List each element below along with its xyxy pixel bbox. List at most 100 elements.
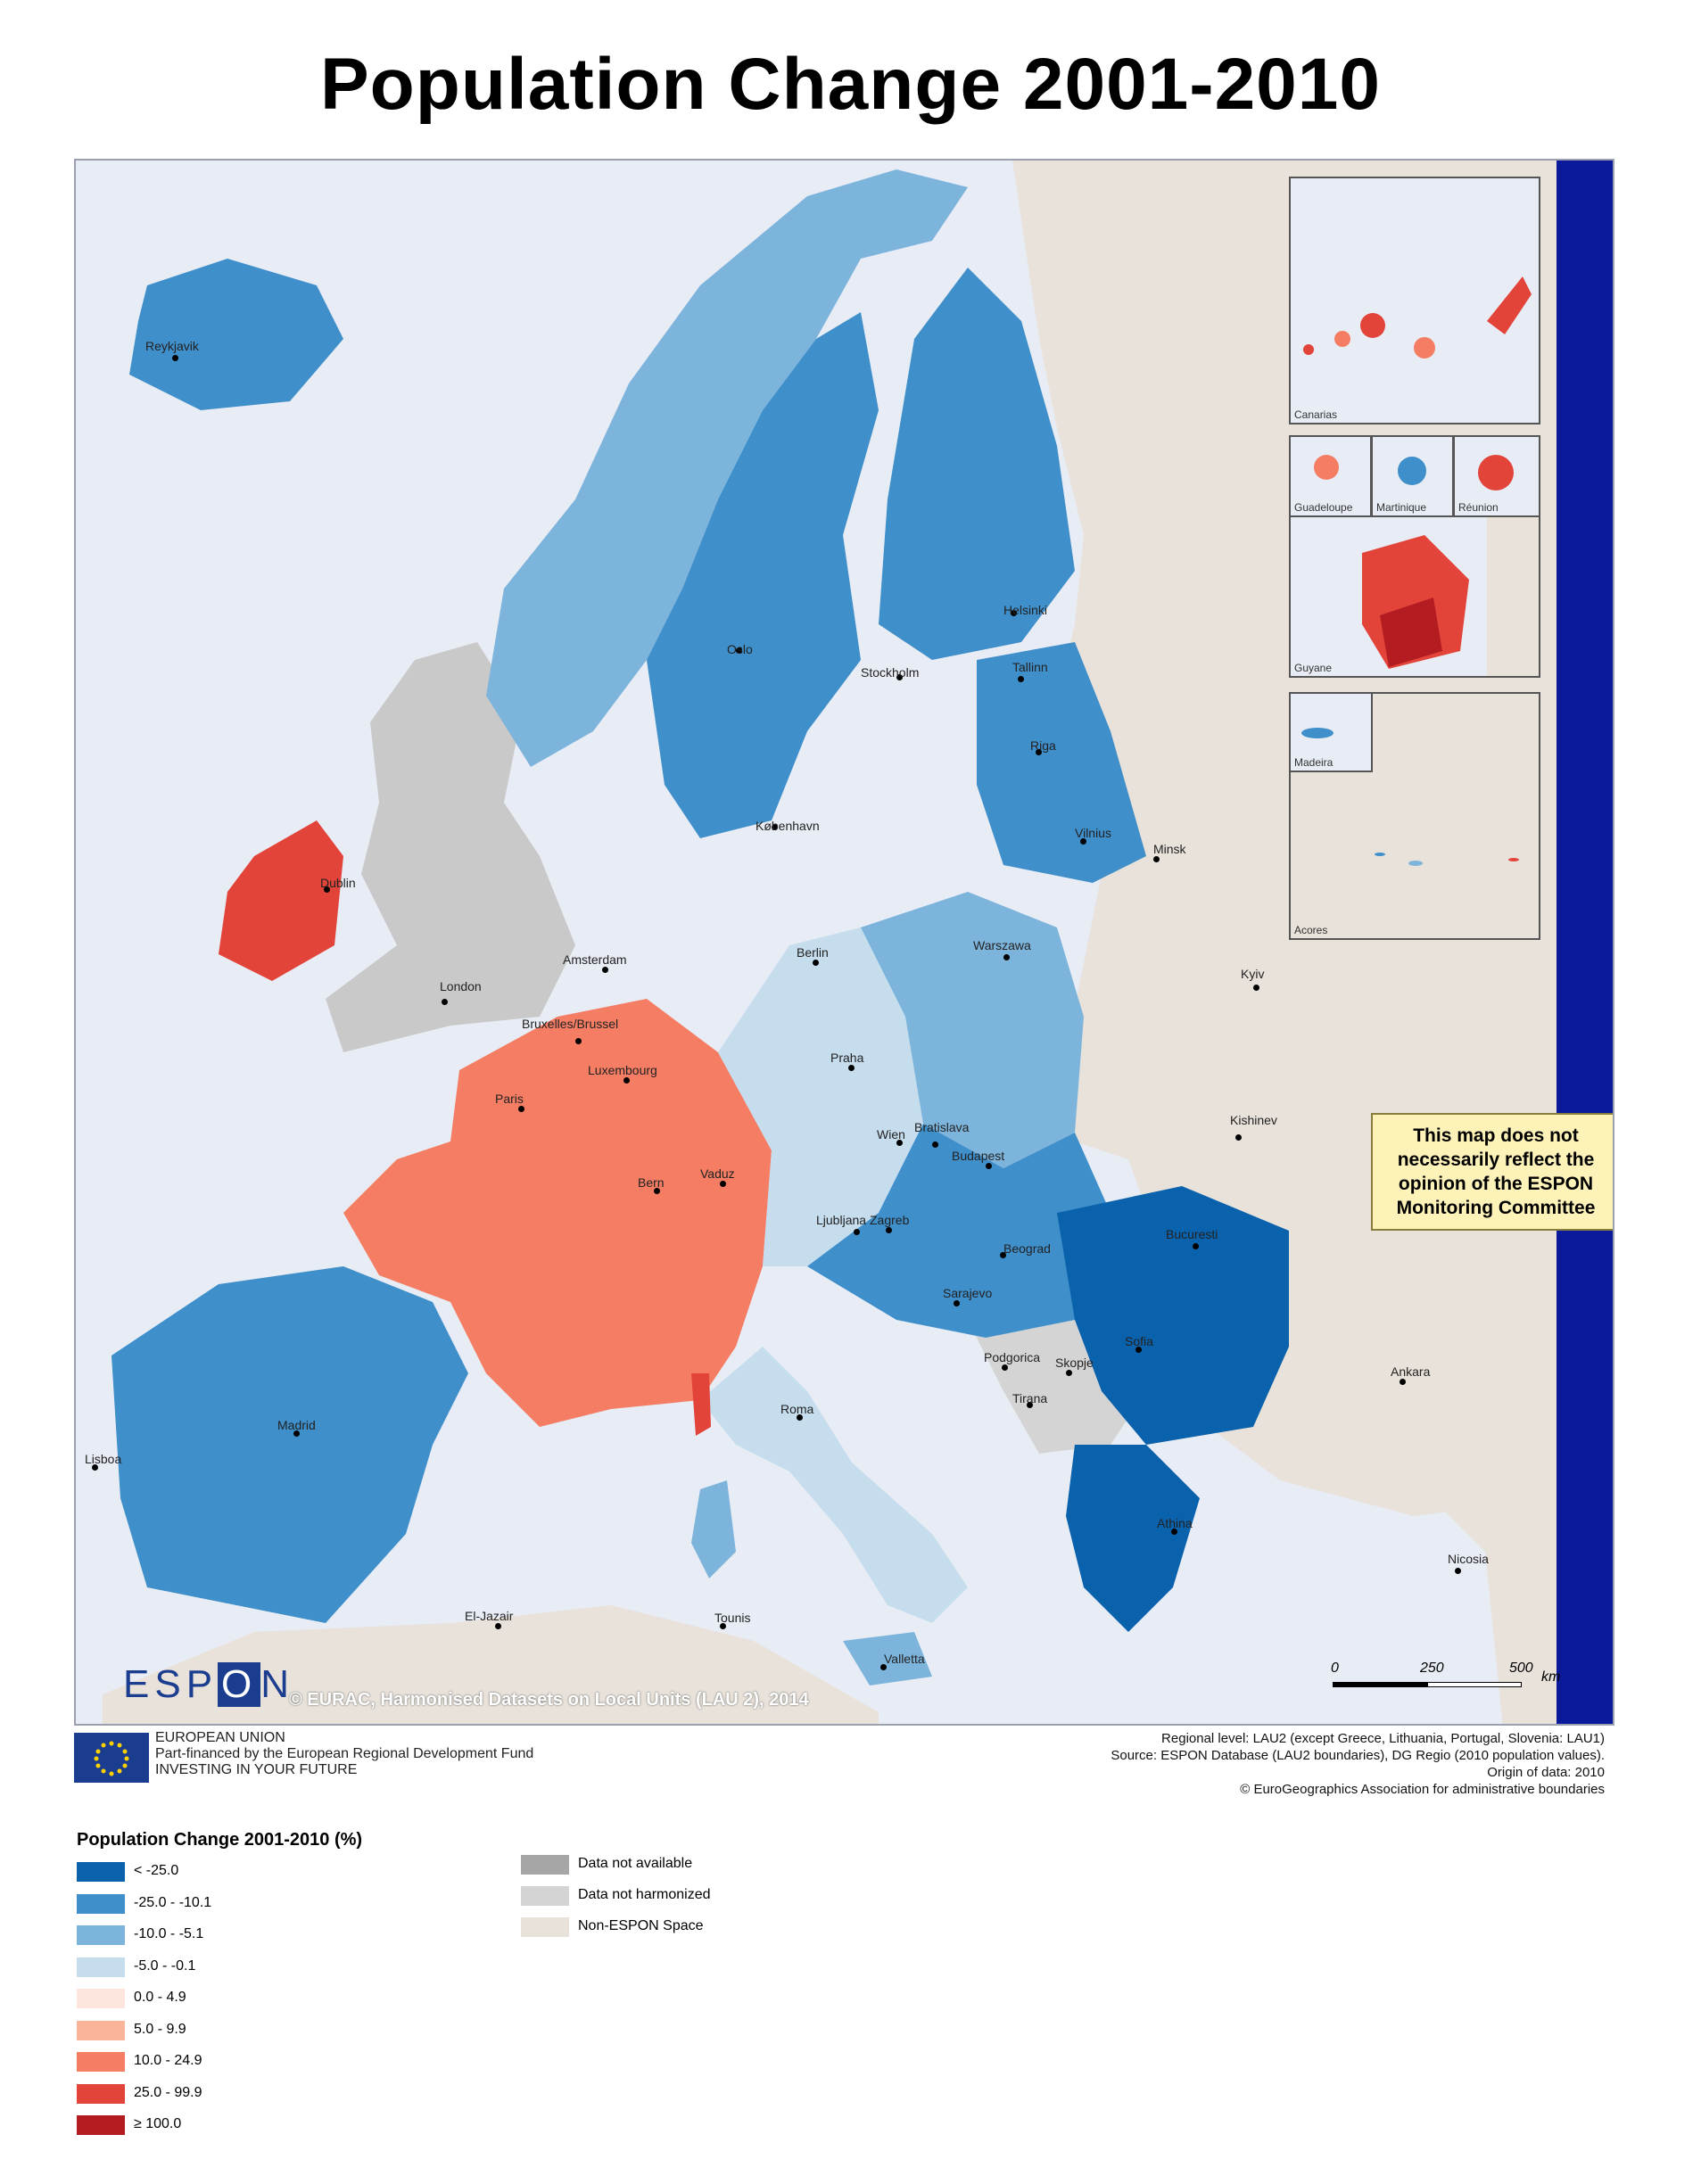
place-label: København [756,819,820,833]
inset-label: Réunion [1458,501,1499,514]
place-label: Sarajevo [943,1286,993,1300]
place-label: Roma [780,1402,814,1416]
copyright-text: © EURAC, Harmonised Datasets on Local Un… [289,1690,809,1710]
france-benelux-land [343,999,772,1427]
place-label: Berlin [797,945,829,960]
capital-dot [172,355,178,361]
legend-swatch [521,1855,569,1875]
place-label: Kishinev [1230,1113,1277,1127]
uk-land [326,642,575,1052]
legend-label: Data not harmonized [578,1887,711,1902]
inset-label: Canarias [1294,408,1338,421]
place-label: Riga [1030,738,1056,753]
legend-label: 0.0 - 4.9 [134,1990,186,2005]
guyane-map [1362,517,1539,676]
place-label: Tallinn [1012,660,1048,674]
capital-dot [1080,838,1086,845]
germany-land [718,927,923,1266]
central-europe-land [807,1124,1111,1338]
inset-reunion: Réunion [1453,435,1540,517]
capital-dot [854,1229,860,1235]
capital-dot [886,1227,892,1233]
capital-dot [736,647,742,654]
legend-swatch [521,1886,569,1906]
inset-label: Martinique [1376,501,1427,514]
map-area[interactable]: Reykjavik Oslo Stockholm Helsinki Tallin… [74,159,1614,1726]
capital-dot [1018,676,1024,682]
legend-label: 25.0 - 99.9 [134,2084,202,2100]
place-label: Ljubljana [816,1213,867,1227]
place-label: Bern [638,1175,665,1190]
place-label: Dublin [320,876,356,890]
capital-dot [1193,1243,1199,1249]
legend-swatch [77,1893,125,1914]
capital-dot [1153,856,1160,862]
iceland-land [129,259,343,410]
turkey-land [1200,1320,1548,1516]
legend-swatch [77,2052,125,2072]
inset-guadeloupe: Guadeloupe [1289,435,1372,517]
inset-label: Guadeloupe [1294,501,1353,514]
ireland-land [219,820,343,981]
capital-dot [1000,1252,1006,1258]
capital-dot [1002,1364,1008,1371]
capital-dot [1011,610,1017,616]
map-title: Population Change 2001-2010 [319,44,1381,125]
eu-funding-text: EUROPEAN UNION Part-financed by the Euro… [155,1730,533,1778]
capital-dot [896,1140,903,1146]
place-label: Tounis [714,1611,751,1625]
capital-dot [92,1464,98,1471]
place-label: Reykjavik [145,339,199,353]
acores-map [1375,853,1519,866]
place-label: Tirana [1012,1391,1048,1405]
legend-swatch [77,1989,125,2008]
place-label: Skopje [1055,1356,1094,1370]
source-line: Regional level: LAU2 (except Greece, Lit… [1161,1731,1605,1746]
capital-dot [1135,1347,1142,1353]
place-label: Stockholm [861,665,920,680]
legend-swatch [521,1917,569,1937]
place-label: Minsk [1153,842,1186,856]
capital-dot [575,1038,582,1044]
sweden-land [647,312,879,838]
legend-swatch [77,1957,125,1977]
place-label: Helsinki [1003,603,1048,617]
place-label: Vilnius [1075,826,1111,840]
iberia-land [111,1266,468,1623]
capital-dot [495,1623,501,1629]
legend-label: 5.0 - 9.9 [134,2021,186,2037]
legend-label: 10.0 - 24.9 [134,2053,202,2068]
capital-dot [602,967,608,973]
sources-text: Regional level: LAU2 (except Greece, Lit… [927,1730,1605,1798]
place-label: Oslo [727,642,753,656]
legend-label: -25.0 - -10.1 [134,1894,212,1910]
italy-land [700,1347,968,1623]
eu-line: Part-financed by the European Regional D… [155,1746,534,1761]
scale-bar: 0 250 500 km [1331,1661,1560,1696]
eu-line: INVESTING IN YOUR FUTURE [155,1762,358,1777]
legend-swatch [77,1925,125,1945]
place-label: Nicosia [1448,1552,1489,1566]
capital-dot [797,1414,803,1421]
capital-dot [324,886,330,893]
sardinia-land [691,1480,736,1578]
map-canvas [103,161,1613,1724]
poland-land [861,892,1084,1168]
eu-stars-icon [94,1741,129,1776]
place-label: Budapest [952,1149,1005,1163]
legend-label: -5.0 - -0.1 [134,1957,196,1974]
inset-martinique: Martinique [1371,435,1454,517]
source-line: Origin of data: 2010 [1487,1765,1605,1780]
capital-dot [1400,1379,1406,1385]
place-label: Bucuresti [1166,1227,1218,1241]
place-label: Sofia [1125,1334,1153,1348]
scale-tick: 250 [1420,1661,1444,1676]
capital-dot [880,1664,887,1670]
capital-dot [293,1430,300,1437]
legend-swatch [77,2020,125,2040]
source-line: Source: ESPON Database (LAU2 boundaries)… [1111,1748,1605,1763]
scale-unit: km [1541,1669,1561,1685]
place-label: Podgorica [984,1350,1041,1364]
finland-land [879,268,1075,660]
place-label: Ankara [1391,1364,1431,1379]
